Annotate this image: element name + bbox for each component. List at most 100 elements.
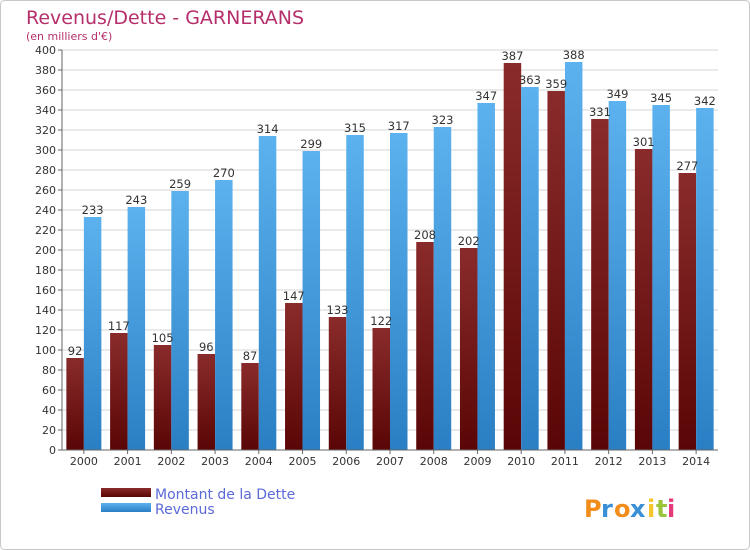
x-tick-label: 2008 xyxy=(420,455,448,468)
bar-revenus xyxy=(346,135,364,450)
data-label: 277 xyxy=(676,159,698,173)
logo-letter: o xyxy=(614,495,631,523)
data-label: 87 xyxy=(243,349,258,363)
y-tick-label: 280 xyxy=(35,164,56,177)
legend-swatch xyxy=(101,503,151,512)
data-label: 347 xyxy=(475,89,497,103)
data-label: 345 xyxy=(650,91,672,105)
bar-dette xyxy=(66,358,84,450)
data-label: 331 xyxy=(589,105,611,119)
y-tick-label: 60 xyxy=(42,384,56,397)
bar-dette xyxy=(241,363,259,450)
data-label: 270 xyxy=(213,166,235,180)
y-tick-label: 200 xyxy=(35,244,56,257)
data-label: 315 xyxy=(344,121,366,135)
bar-dette xyxy=(591,119,609,450)
y-tick-label: 380 xyxy=(35,64,56,77)
x-tick-label: 2004 xyxy=(245,455,273,468)
data-label: 147 xyxy=(283,289,305,303)
data-label: 122 xyxy=(370,314,392,328)
data-label: 202 xyxy=(458,234,480,248)
y-tick-label: 40 xyxy=(42,404,56,417)
bar-revenus xyxy=(521,87,539,450)
data-label: 323 xyxy=(432,113,454,127)
chart-subtitle: (en milliers d'€) xyxy=(26,30,112,43)
x-tick-label: 2012 xyxy=(595,455,623,468)
logo-letter: r xyxy=(601,495,613,523)
y-tick-label: 120 xyxy=(35,324,56,337)
x-tick-label: 2013 xyxy=(638,455,666,468)
y-tick-label: 20 xyxy=(42,424,56,437)
y-tick-label: 140 xyxy=(35,304,56,317)
legend-label: Montant de la Dette xyxy=(155,487,295,503)
x-tick-label: 2003 xyxy=(201,455,229,468)
logo-letter: i xyxy=(667,495,675,523)
x-tick-label: 2010 xyxy=(507,455,535,468)
x-tick-label: 2005 xyxy=(289,455,317,468)
bar-revenus xyxy=(390,133,408,450)
data-label: 387 xyxy=(501,49,523,63)
y-tick-label: 0 xyxy=(49,444,56,457)
y-tick-label: 260 xyxy=(35,184,56,197)
data-label: 96 xyxy=(199,340,214,354)
data-label: 243 xyxy=(125,193,147,207)
logo-letter: P xyxy=(584,495,602,523)
data-label: 314 xyxy=(257,122,279,136)
data-label: 117 xyxy=(108,319,130,333)
bar-dette xyxy=(328,317,347,450)
bar-revenus xyxy=(433,127,452,450)
x-tick-label: 2011 xyxy=(551,455,579,468)
y-tick-label: 300 xyxy=(35,144,56,157)
logo-letter: i xyxy=(647,495,655,523)
bar-dette xyxy=(197,354,216,450)
y-tick-label: 400 xyxy=(35,44,56,57)
bar-dette xyxy=(416,242,434,450)
data-label: 208 xyxy=(414,228,436,242)
data-label: 92 xyxy=(68,344,83,358)
y-tick-label: 180 xyxy=(35,264,56,277)
data-label: 301 xyxy=(633,135,655,149)
data-label: 388 xyxy=(563,48,585,62)
data-label: 317 xyxy=(388,119,410,133)
bar-revenus xyxy=(302,151,321,450)
bar-revenus xyxy=(171,191,189,450)
bar-dette xyxy=(678,173,697,450)
x-tick-label: 2014 xyxy=(682,455,710,468)
bar-dette xyxy=(372,328,390,450)
y-tick-label: 80 xyxy=(42,364,56,377)
bar-revenus xyxy=(608,101,627,450)
bar-revenus xyxy=(564,62,583,450)
chart-title: Revenus/Dette - GARNERANS xyxy=(26,7,304,29)
bar-dette xyxy=(110,333,128,450)
x-tick-label: 2001 xyxy=(114,455,142,468)
data-label: 363 xyxy=(519,73,541,87)
bar-dette xyxy=(547,91,565,450)
x-tick-label: 2000 xyxy=(70,455,98,468)
y-tick-label: 240 xyxy=(35,204,56,217)
data-label: 349 xyxy=(606,87,628,101)
bar-dette xyxy=(459,248,478,450)
x-tick-label: 2009 xyxy=(463,455,491,468)
bar-revenus xyxy=(652,105,670,450)
bar-revenus xyxy=(83,217,102,450)
bar-dette xyxy=(285,303,303,450)
logo-letter: x xyxy=(630,495,646,523)
y-tick-label: 100 xyxy=(35,344,56,357)
bar-revenus xyxy=(127,207,146,450)
x-tick-label: 2007 xyxy=(376,455,404,468)
data-label: 342 xyxy=(694,94,716,108)
legend-label: Revenus xyxy=(155,502,215,518)
bar-dette xyxy=(503,63,522,450)
legend-swatch xyxy=(101,488,151,497)
y-tick-label: 220 xyxy=(35,224,56,237)
bar-revenus xyxy=(215,180,233,450)
bar-revenus xyxy=(477,103,495,450)
y-tick-label: 320 xyxy=(35,124,56,137)
y-tick-label: 360 xyxy=(35,84,56,97)
y-tick-label: 160 xyxy=(35,284,56,297)
bar-revenus xyxy=(696,108,714,450)
data-label: 233 xyxy=(82,203,104,217)
